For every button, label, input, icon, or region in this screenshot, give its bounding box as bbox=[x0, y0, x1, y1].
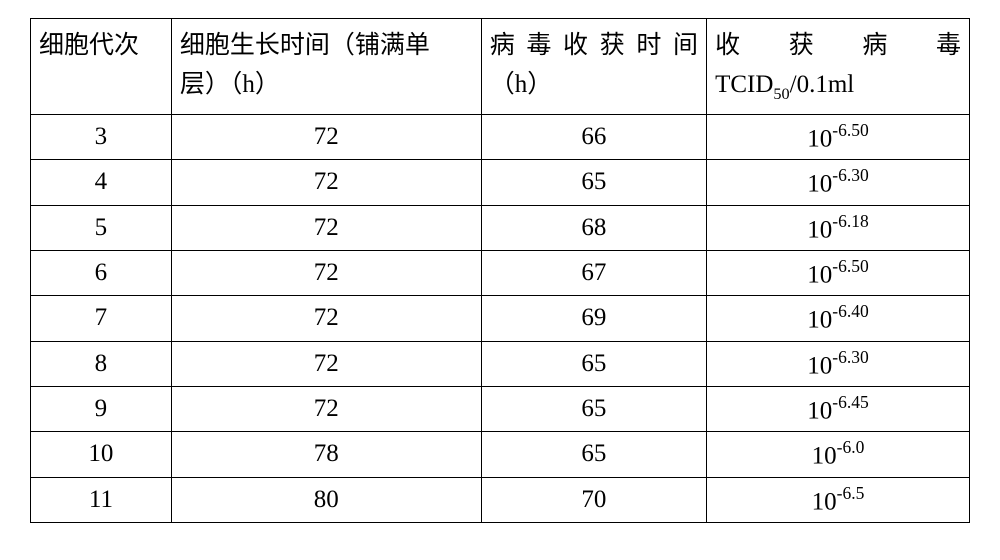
tcid50-exponent: -6.50 bbox=[832, 256, 868, 276]
cell-tcid50: 10-6.30 bbox=[707, 160, 970, 205]
col-header-harvest-line2: （h） bbox=[490, 66, 698, 105]
cell-tcid50: 10-6.5 bbox=[707, 477, 970, 522]
cell-harvest-time: 65 bbox=[481, 432, 706, 477]
cell-passage: 8 bbox=[31, 341, 172, 386]
table-row: 10786510-6.0 bbox=[31, 432, 970, 477]
cell-harvest-time: 67 bbox=[481, 250, 706, 295]
col-header-harvest-line1: 病毒收获时间 bbox=[490, 27, 698, 66]
tcid50-base: 10 bbox=[807, 171, 832, 198]
col-header-tcid50-line2: TCID50/0.1ml bbox=[715, 66, 961, 106]
table-row: 9726510-6.45 bbox=[31, 386, 970, 431]
tcid50-base: 10 bbox=[807, 307, 832, 334]
cell-tcid50: 10-6.30 bbox=[707, 341, 970, 386]
tcid50-exponent: -6.18 bbox=[832, 211, 868, 231]
cell-growth-time: 72 bbox=[171, 341, 481, 386]
col-header-tcid50: 收获病毒 TCID50/0.1ml bbox=[707, 19, 970, 115]
page: 细胞代次 细胞生长时间（铺满单 层）（h） 病毒收获时间 （h） 收获病毒 TC… bbox=[0, 0, 1000, 560]
cell-growth-time: 72 bbox=[171, 296, 481, 341]
cell-harvest-time: 70 bbox=[481, 477, 706, 522]
cell-harvest-time: 69 bbox=[481, 296, 706, 341]
tcid50-base: 10 bbox=[807, 397, 832, 424]
table-row: 8726510-6.30 bbox=[31, 341, 970, 386]
tcid50-suffix: /0.1ml bbox=[790, 71, 855, 98]
table-row: 5726810-6.18 bbox=[31, 205, 970, 250]
cell-harvest-time: 66 bbox=[481, 114, 706, 159]
col-header-tcid50-line1: 收获病毒 bbox=[715, 27, 961, 66]
cell-tcid50: 10-6.50 bbox=[707, 250, 970, 295]
tcid50-exponent: -6.30 bbox=[832, 165, 868, 185]
tcid50-sub: 50 bbox=[773, 85, 789, 103]
col-header-growth-line1: 细胞生长时间（铺满单 bbox=[180, 27, 473, 66]
tcid50-exponent: -6.40 bbox=[832, 301, 868, 321]
cell-harvest-time: 65 bbox=[481, 341, 706, 386]
table-body: 3726610-6.504726510-6.305726810-6.186726… bbox=[31, 114, 970, 522]
cell-passage: 4 bbox=[31, 160, 172, 205]
table-row: 7726910-6.40 bbox=[31, 296, 970, 341]
tcid50-exponent: -6.0 bbox=[837, 437, 865, 457]
col-header-harvest-time: 病毒收获时间 （h） bbox=[481, 19, 706, 115]
cell-harvest-time: 65 bbox=[481, 160, 706, 205]
cell-tcid50: 10-6.0 bbox=[707, 432, 970, 477]
tcid50-base: 10 bbox=[807, 352, 832, 379]
col-header-passage-label: 细胞代次 bbox=[39, 32, 139, 59]
tcid50-base: 10 bbox=[812, 488, 837, 515]
cell-passage: 3 bbox=[31, 114, 172, 159]
cell-tcid50: 10-6.50 bbox=[707, 114, 970, 159]
cell-growth-time: 80 bbox=[171, 477, 481, 522]
cell-growth-time: 72 bbox=[171, 386, 481, 431]
cell-growth-time: 72 bbox=[171, 114, 481, 159]
cell-passage: 6 bbox=[31, 250, 172, 295]
table-header-row: 细胞代次 细胞生长时间（铺满单 层）（h） 病毒收获时间 （h） 收获病毒 TC… bbox=[31, 19, 970, 115]
table-row: 4726510-6.30 bbox=[31, 160, 970, 205]
cell-growth-time: 72 bbox=[171, 160, 481, 205]
cell-tcid50: 10-6.45 bbox=[707, 386, 970, 431]
cell-tcid50: 10-6.18 bbox=[707, 205, 970, 250]
cell-harvest-time: 65 bbox=[481, 386, 706, 431]
cell-passage: 9 bbox=[31, 386, 172, 431]
col-header-growth-line2: 层）（h） bbox=[180, 66, 473, 105]
tcid50-exponent: -6.50 bbox=[832, 120, 868, 140]
cell-passage: 11 bbox=[31, 477, 172, 522]
tcid50-exponent: -6.30 bbox=[832, 347, 868, 367]
col-header-growth-time: 细胞生长时间（铺满单 层）（h） bbox=[171, 19, 481, 115]
col-header-passage: 细胞代次 bbox=[31, 19, 172, 115]
cell-passage: 10 bbox=[31, 432, 172, 477]
table-row: 3726610-6.50 bbox=[31, 114, 970, 159]
table-row: 11807010-6.5 bbox=[31, 477, 970, 522]
cell-harvest-time: 68 bbox=[481, 205, 706, 250]
tcid50-base: 10 bbox=[807, 261, 832, 288]
tcid50-exponent: -6.5 bbox=[837, 483, 865, 503]
cell-growth-time: 72 bbox=[171, 205, 481, 250]
cell-growth-time: 72 bbox=[171, 250, 481, 295]
tcid50-prefix: TCID bbox=[715, 71, 773, 98]
tcid50-exponent: -6.45 bbox=[832, 392, 868, 412]
tcid50-base: 10 bbox=[812, 443, 837, 470]
table-row: 6726710-6.50 bbox=[31, 250, 970, 295]
tcid50-base: 10 bbox=[807, 216, 832, 243]
tcid50-base: 10 bbox=[807, 125, 832, 152]
cell-passage: 7 bbox=[31, 296, 172, 341]
table-header: 细胞代次 细胞生长时间（铺满单 层）（h） 病毒收获时间 （h） 收获病毒 TC… bbox=[31, 19, 970, 115]
cell-passage: 5 bbox=[31, 205, 172, 250]
cell-growth-time: 78 bbox=[171, 432, 481, 477]
data-table: 细胞代次 细胞生长时间（铺满单 层）（h） 病毒收获时间 （h） 收获病毒 TC… bbox=[30, 18, 970, 523]
cell-tcid50: 10-6.40 bbox=[707, 296, 970, 341]
